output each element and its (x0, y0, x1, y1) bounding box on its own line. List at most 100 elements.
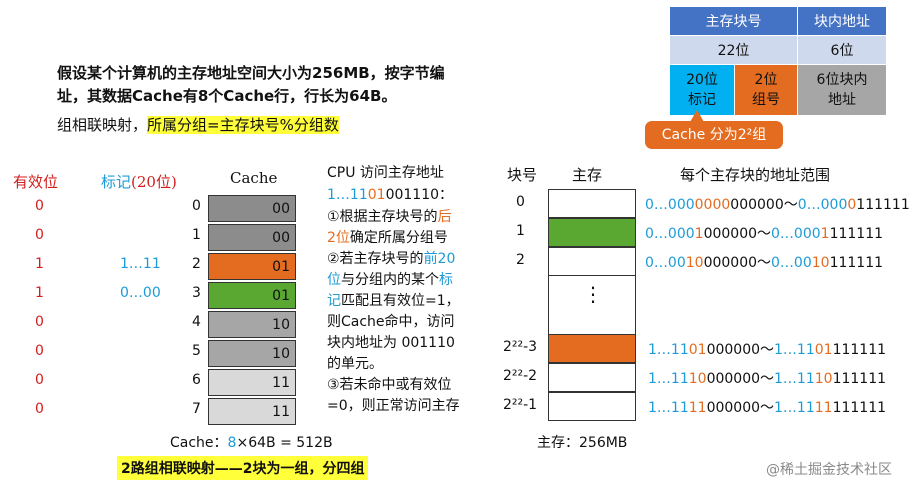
address-part: 1…11 (774, 342, 815, 358)
valid-bit-value: 0 (35, 314, 44, 330)
range-separator: ～ (760, 371, 775, 387)
cache-row-index: 7 (192, 401, 201, 417)
header-block-offset: 块内地址 (797, 6, 887, 36)
range-separator: ～ (760, 400, 775, 416)
valid-bit-value: 1 (35, 285, 44, 301)
footer-note: 2路组相联映射——2块为一组，分四组 (117, 456, 369, 480)
valid-bit-value: 0 (35, 198, 44, 214)
cpu-step-text: 块内地址为 001110 (327, 335, 455, 351)
cpu-title: CPU 访问主存地址 (327, 165, 444, 181)
address-part: 0…00 (645, 255, 686, 271)
address-part: 1…11 (774, 400, 815, 416)
valid-bit-header: 有效位 (13, 173, 59, 191)
memory-ellipsis: ⋮ (583, 282, 603, 306)
address-part: 000000 (703, 255, 758, 271)
address-part: 111111 (832, 371, 887, 387)
memory-block (548, 392, 636, 421)
cpu-step-line: 块内地址为 001110 (327, 332, 455, 352)
range-separator: ～ (757, 255, 772, 271)
address-part: 11 (688, 400, 707, 416)
memory-size-label: 主存：256MB (537, 435, 628, 451)
cache-row-index: 1 (192, 227, 201, 243)
address-part: 111111 (829, 255, 884, 271)
cpu-step-text: 则Cache命中，访问 (327, 314, 455, 330)
address-part: 000000 (706, 371, 761, 387)
header-block-number: 主存块号 (669, 6, 798, 36)
address-part: 111111 (832, 400, 887, 416)
address-part: 1…11 (648, 342, 689, 358)
tag-value: 0…00 (120, 285, 161, 301)
memory-header: 主存 (572, 166, 603, 184)
address-part: 000000 (706, 342, 761, 358)
cache-line: 00 (208, 224, 296, 251)
address-range: 1…1101000000～1…1101111111 (648, 339, 886, 359)
address-part: 1…11 (774, 371, 815, 387)
address-range: 1…1110000000～1…1110111111 (648, 368, 886, 388)
block-number-label: 1 (516, 223, 525, 239)
address-format-table: 主存块号 块内地址 22位 6位 20位 标记 2位 组号 6位块内 地址 (669, 6, 887, 116)
cache-header: Cache (230, 169, 278, 187)
cpu-step-line: 的单元。 (327, 353, 383, 373)
cpu-step-text: 后 (437, 209, 452, 225)
cpu-step-text: 标 (439, 272, 453, 288)
cpu-step-text: 匹配且有效位=1， (341, 293, 460, 309)
address-part: 000000 (730, 197, 784, 213)
memory-block (548, 247, 636, 276)
cache-line: 10 (208, 340, 296, 367)
valid-bit-value: 0 (35, 343, 44, 359)
mapping-formula: 所属分组=主存块号%分组数 (147, 116, 339, 134)
cache-row-index: 3 (192, 285, 201, 301)
cache-row-index: 5 (192, 343, 201, 359)
block-number-label: 0 (516, 194, 525, 210)
group-count-callout: Cache 分为2²组 (645, 121, 783, 149)
watermark: @稀土掘金技术社区 (766, 462, 892, 478)
offset-bits-cell: 6位块内 地址 (797, 64, 887, 116)
memory-block (548, 218, 636, 247)
bits-22: 22位 (669, 35, 798, 65)
memory-block (548, 363, 636, 392)
address-part: 01 (688, 342, 707, 358)
address-range: 0…0001000000～0…0001111111 (645, 223, 883, 243)
cpu-step-text: 前20 (423, 251, 456, 267)
cache-row-index: 4 (192, 314, 201, 330)
block-number-label: 2²²-1 (503, 397, 538, 413)
address-part: 11 (814, 400, 833, 416)
cache-row-index: 6 (192, 372, 201, 388)
range-separator: ～ (783, 197, 798, 213)
cpu-step-line: 2位确定所属分组号 (327, 227, 448, 247)
cpu-step-line: ②若主存块号的前20 (327, 248, 455, 268)
address-part: 0…000 (797, 197, 848, 213)
cpu-step-text: ②若主存块号的 (327, 251, 424, 267)
valid-bit-value: 1 (35, 256, 44, 272)
valid-bit-value: 0 (35, 372, 44, 388)
problem-line-1: 假设某个计算机的主存地址空间大小为256MB，按字节编 (57, 64, 445, 82)
valid-bit-value: 0 (35, 227, 44, 243)
address-part: 0…000 (645, 197, 695, 213)
cpu-step-line: 记匹配且有效位=1， (327, 290, 460, 310)
cache-line: 10 (208, 311, 296, 338)
tag-value: 1…11 (120, 256, 161, 272)
address-part: 111111 (829, 226, 884, 242)
address-part: 01 (814, 342, 833, 358)
cpu-step-text: =0，则正常访问主存 (327, 398, 460, 414)
cache-line: 01 (208, 253, 296, 280)
bits-6: 6位 (797, 35, 887, 65)
address-part: 1 (820, 226, 830, 242)
cpu-step-text: 位 (327, 272, 341, 288)
cpu-step-text: ①根据主存块号的 (327, 209, 438, 225)
address-part: 111111 (832, 342, 887, 358)
address-part: 10 (811, 255, 830, 271)
cache-row-index: 0 (192, 198, 201, 214)
memory-block (548, 189, 636, 218)
address-part: 10 (814, 371, 833, 387)
cpu-step-text: ③若未命中或有效位 (327, 377, 452, 393)
address-part: 1…11 (648, 400, 689, 416)
cpu-step-text: 记 (327, 293, 341, 309)
cache-line: 11 (208, 369, 296, 396)
tag-bits-cell: 20位 标记 (669, 64, 735, 116)
cpu-step-line: ③若未命中或有效位 (327, 374, 452, 394)
cache-size-label: Cache：8×64B = 512B (170, 435, 333, 451)
cpu-step-line: 则Cache命中，访问 (327, 311, 455, 331)
address-range: 1…1111000000～1…1111111111 (648, 397, 886, 417)
cpu-address: 1…1101001110： (327, 187, 454, 203)
